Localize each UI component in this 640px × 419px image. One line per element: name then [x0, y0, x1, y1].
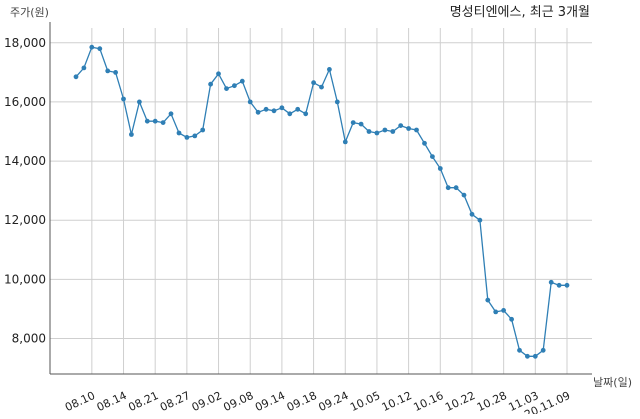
x-tick-label: 09.24	[316, 389, 350, 414]
data-point	[232, 83, 237, 89]
data-point	[445, 185, 451, 191]
data-point	[350, 120, 356, 125]
data-point	[160, 120, 166, 125]
data-point	[81, 65, 87, 71]
data-point	[509, 316, 514, 322]
data-point	[192, 133, 198, 139]
x-tick-label: 10.05	[348, 389, 382, 414]
data-point	[144, 118, 150, 124]
data-point	[152, 118, 158, 124]
x-tick-label: 08.21	[126, 389, 160, 414]
data-point	[406, 126, 411, 131]
x-tick-label: 08.27	[158, 389, 192, 414]
y-tick-label: 8,000	[12, 332, 46, 346]
y-axis-title: 주가(원)	[10, 6, 49, 19]
data-point	[532, 353, 538, 359]
data-point	[540, 347, 546, 353]
data-point	[430, 154, 435, 160]
data-point	[105, 68, 111, 74]
data-point	[414, 127, 419, 133]
data-point	[437, 166, 443, 171]
data-point	[73, 74, 79, 80]
x-tick-label: 10.16	[412, 389, 446, 414]
x-axis-title: 날짜(일)	[593, 375, 632, 389]
data-point	[295, 106, 301, 112]
series-layer	[73, 44, 570, 359]
data-point	[311, 80, 316, 86]
x-tick-label: 09.08	[221, 389, 255, 414]
y-tick-label: 10,000	[4, 272, 46, 286]
data-point	[342, 139, 348, 145]
data-point	[422, 140, 427, 146]
data-point	[319, 84, 324, 90]
y-tick-label: 14,000	[4, 154, 46, 168]
data-point	[176, 130, 182, 136]
data-point	[121, 96, 126, 102]
x-tick-label: 10.22	[443, 389, 477, 414]
data-point	[327, 67, 332, 72]
data-point	[374, 130, 380, 136]
grid-lines	[50, 28, 592, 374]
x-tick-label: 10.12	[380, 389, 414, 414]
data-point	[208, 81, 214, 87]
data-point	[303, 111, 309, 117]
data-point	[263, 106, 269, 112]
data-point	[485, 297, 491, 303]
x-tick-label: 08.14	[95, 389, 129, 414]
data-point	[216, 71, 221, 77]
data-point	[525, 353, 530, 359]
data-point	[168, 111, 174, 117]
data-point	[287, 111, 293, 117]
data-point	[137, 99, 142, 105]
data-point	[556, 282, 562, 288]
data-point	[366, 129, 372, 134]
data-point	[477, 217, 483, 223]
data-point	[239, 78, 245, 84]
data-point	[113, 70, 118, 75]
data-point	[501, 308, 506, 313]
data-point	[97, 46, 103, 52]
data-point	[247, 99, 253, 105]
data-point	[334, 99, 340, 105]
data-point	[200, 127, 206, 133]
tick-labels: 8,000 10,000 12,000 14,000 16,000 18,000 08.10…	[4, 36, 572, 419]
x-tick-label: 08.10	[63, 389, 97, 414]
data-point	[517, 347, 522, 353]
data-point	[548, 279, 554, 285]
y-tick-label: 16,000	[4, 95, 46, 109]
data-point	[398, 123, 404, 128]
chart-title: 명성티엔에스, 최근 3개월	[450, 5, 590, 20]
x-tick-label: 09.02	[190, 389, 224, 414]
data-point	[89, 44, 95, 50]
data-point	[469, 211, 475, 217]
x-tick-label: 09.18	[285, 389, 319, 414]
x-tick-label: 09.14	[253, 389, 287, 414]
data-point	[255, 109, 261, 115]
data-point	[493, 309, 499, 315]
data-point	[358, 121, 364, 127]
y-tick-label: 12,000	[4, 213, 46, 227]
y-tick-label: 18,000	[4, 36, 46, 50]
price-line	[75, 46, 567, 357]
data-point	[453, 185, 459, 191]
data-point	[184, 135, 190, 140]
data-point	[382, 127, 388, 133]
data-point	[461, 192, 467, 198]
data-point	[129, 132, 134, 137]
data-point	[271, 108, 277, 114]
x-tick-label: 10.28	[475, 389, 509, 414]
data-point	[279, 105, 285, 111]
data-point	[564, 282, 570, 288]
data-point	[224, 86, 229, 91]
axes	[49, 22, 592, 375]
data-point	[390, 129, 396, 134]
